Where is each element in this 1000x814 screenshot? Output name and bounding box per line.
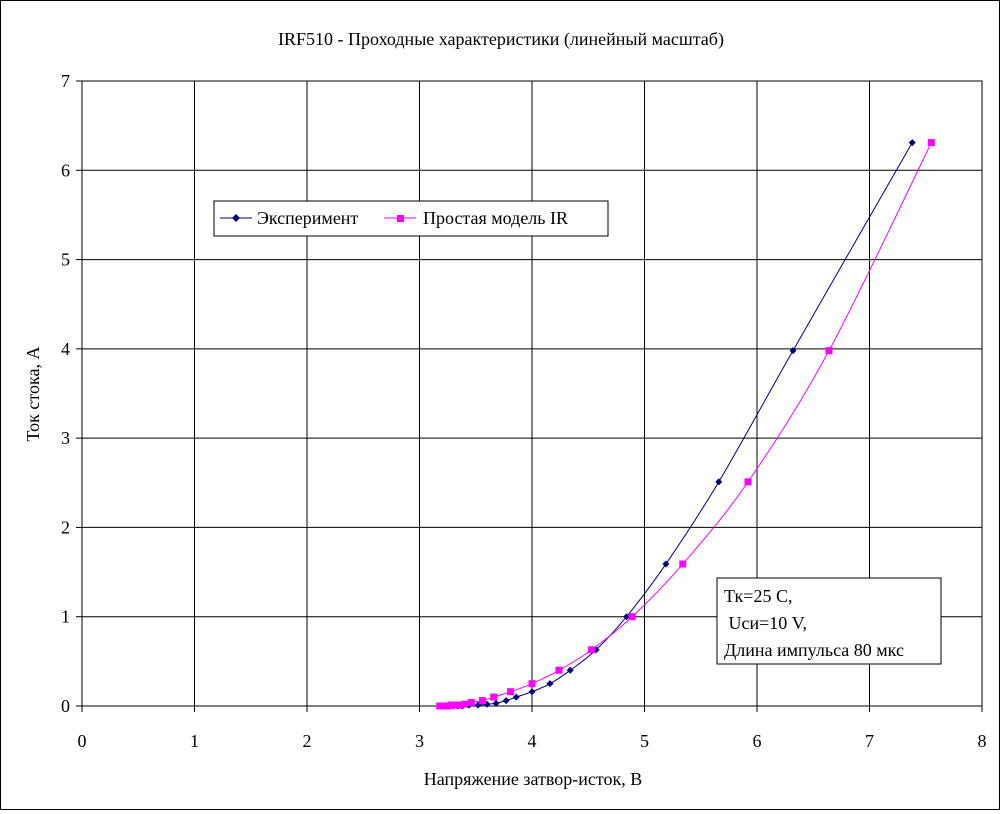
data-point (927, 139, 935, 147)
data-point (679, 560, 687, 568)
data-point (492, 699, 500, 707)
axes (76, 80, 983, 712)
data-point (566, 666, 574, 674)
data-point (825, 347, 833, 355)
legend-marker-experiment (232, 214, 240, 222)
x-tick-label: 1 (190, 731, 199, 751)
data-point (623, 613, 630, 621)
data-point (455, 701, 463, 709)
data-point (461, 700, 468, 708)
data-point (528, 688, 536, 696)
conditions-annotation: Тк=25 С, Uси=10 V, Длина импульса 80 мкс (716, 577, 942, 665)
data-point (512, 693, 520, 701)
x-tick-label: 0 (78, 731, 87, 751)
data-point (490, 693, 498, 701)
x-axis-label: Напряжение затвор-исток, В (424, 769, 642, 789)
annotation-line-3: Длина импульса 80 мкс (724, 640, 904, 660)
data-point (502, 697, 510, 705)
y-tick-label: 0 (61, 696, 70, 716)
annotation-line-1: Тк=25 С, (724, 586, 792, 606)
data-point (908, 139, 916, 147)
y-tick-label: 2 (61, 517, 70, 537)
legend-label-model: Простая модель IR (423, 208, 568, 228)
data-point (507, 688, 515, 696)
data-point (467, 698, 475, 706)
y-axis-label: Ток стока, А (23, 347, 43, 442)
y-tick-label: 6 (61, 160, 70, 180)
series-model (436, 139, 935, 710)
x-tick-label: 4 (528, 731, 537, 751)
data-point (546, 680, 554, 688)
legend-marker-model (397, 215, 404, 222)
y-tick-label: 3 (61, 428, 70, 448)
x-tick-label: 8 (978, 731, 987, 751)
annotation-line-2: Uси=10 V, (724, 613, 807, 633)
data-point (555, 666, 563, 674)
y-tick-label: 1 (61, 607, 70, 627)
y-tick-label: 5 (61, 250, 70, 270)
x-tick-label: 5 (640, 731, 649, 751)
annotation-box (716, 577, 942, 665)
x-tick-label: 7 (865, 731, 874, 751)
data-point (744, 478, 752, 486)
data-point (588, 646, 596, 654)
data-point (528, 680, 536, 688)
data-point (479, 697, 486, 705)
x-tick-label: 6 (753, 731, 762, 751)
x-tick-label: 3 (415, 731, 424, 751)
series-layer (436, 139, 935, 710)
chart-title: IRF510 - Проходные характеристики (линей… (278, 29, 724, 50)
legend: Эксперимент Простая модель IR (213, 200, 609, 237)
y-tick-labels: 0 1 2 3 4 5 6 7 (61, 71, 70, 716)
x-tick-labels: 0 1 2 3 4 5 6 7 8 (78, 731, 987, 751)
data-point (662, 560, 670, 568)
x-tick-label: 2 (303, 731, 312, 751)
data-point (715, 478, 723, 486)
y-tick-label: 4 (61, 339, 70, 359)
data-point (628, 613, 636, 621)
data-point (789, 347, 797, 355)
data-point (450, 701, 458, 709)
legend-label-experiment: Эксперимент (257, 208, 358, 228)
y-tick-label: 7 (61, 71, 70, 91)
